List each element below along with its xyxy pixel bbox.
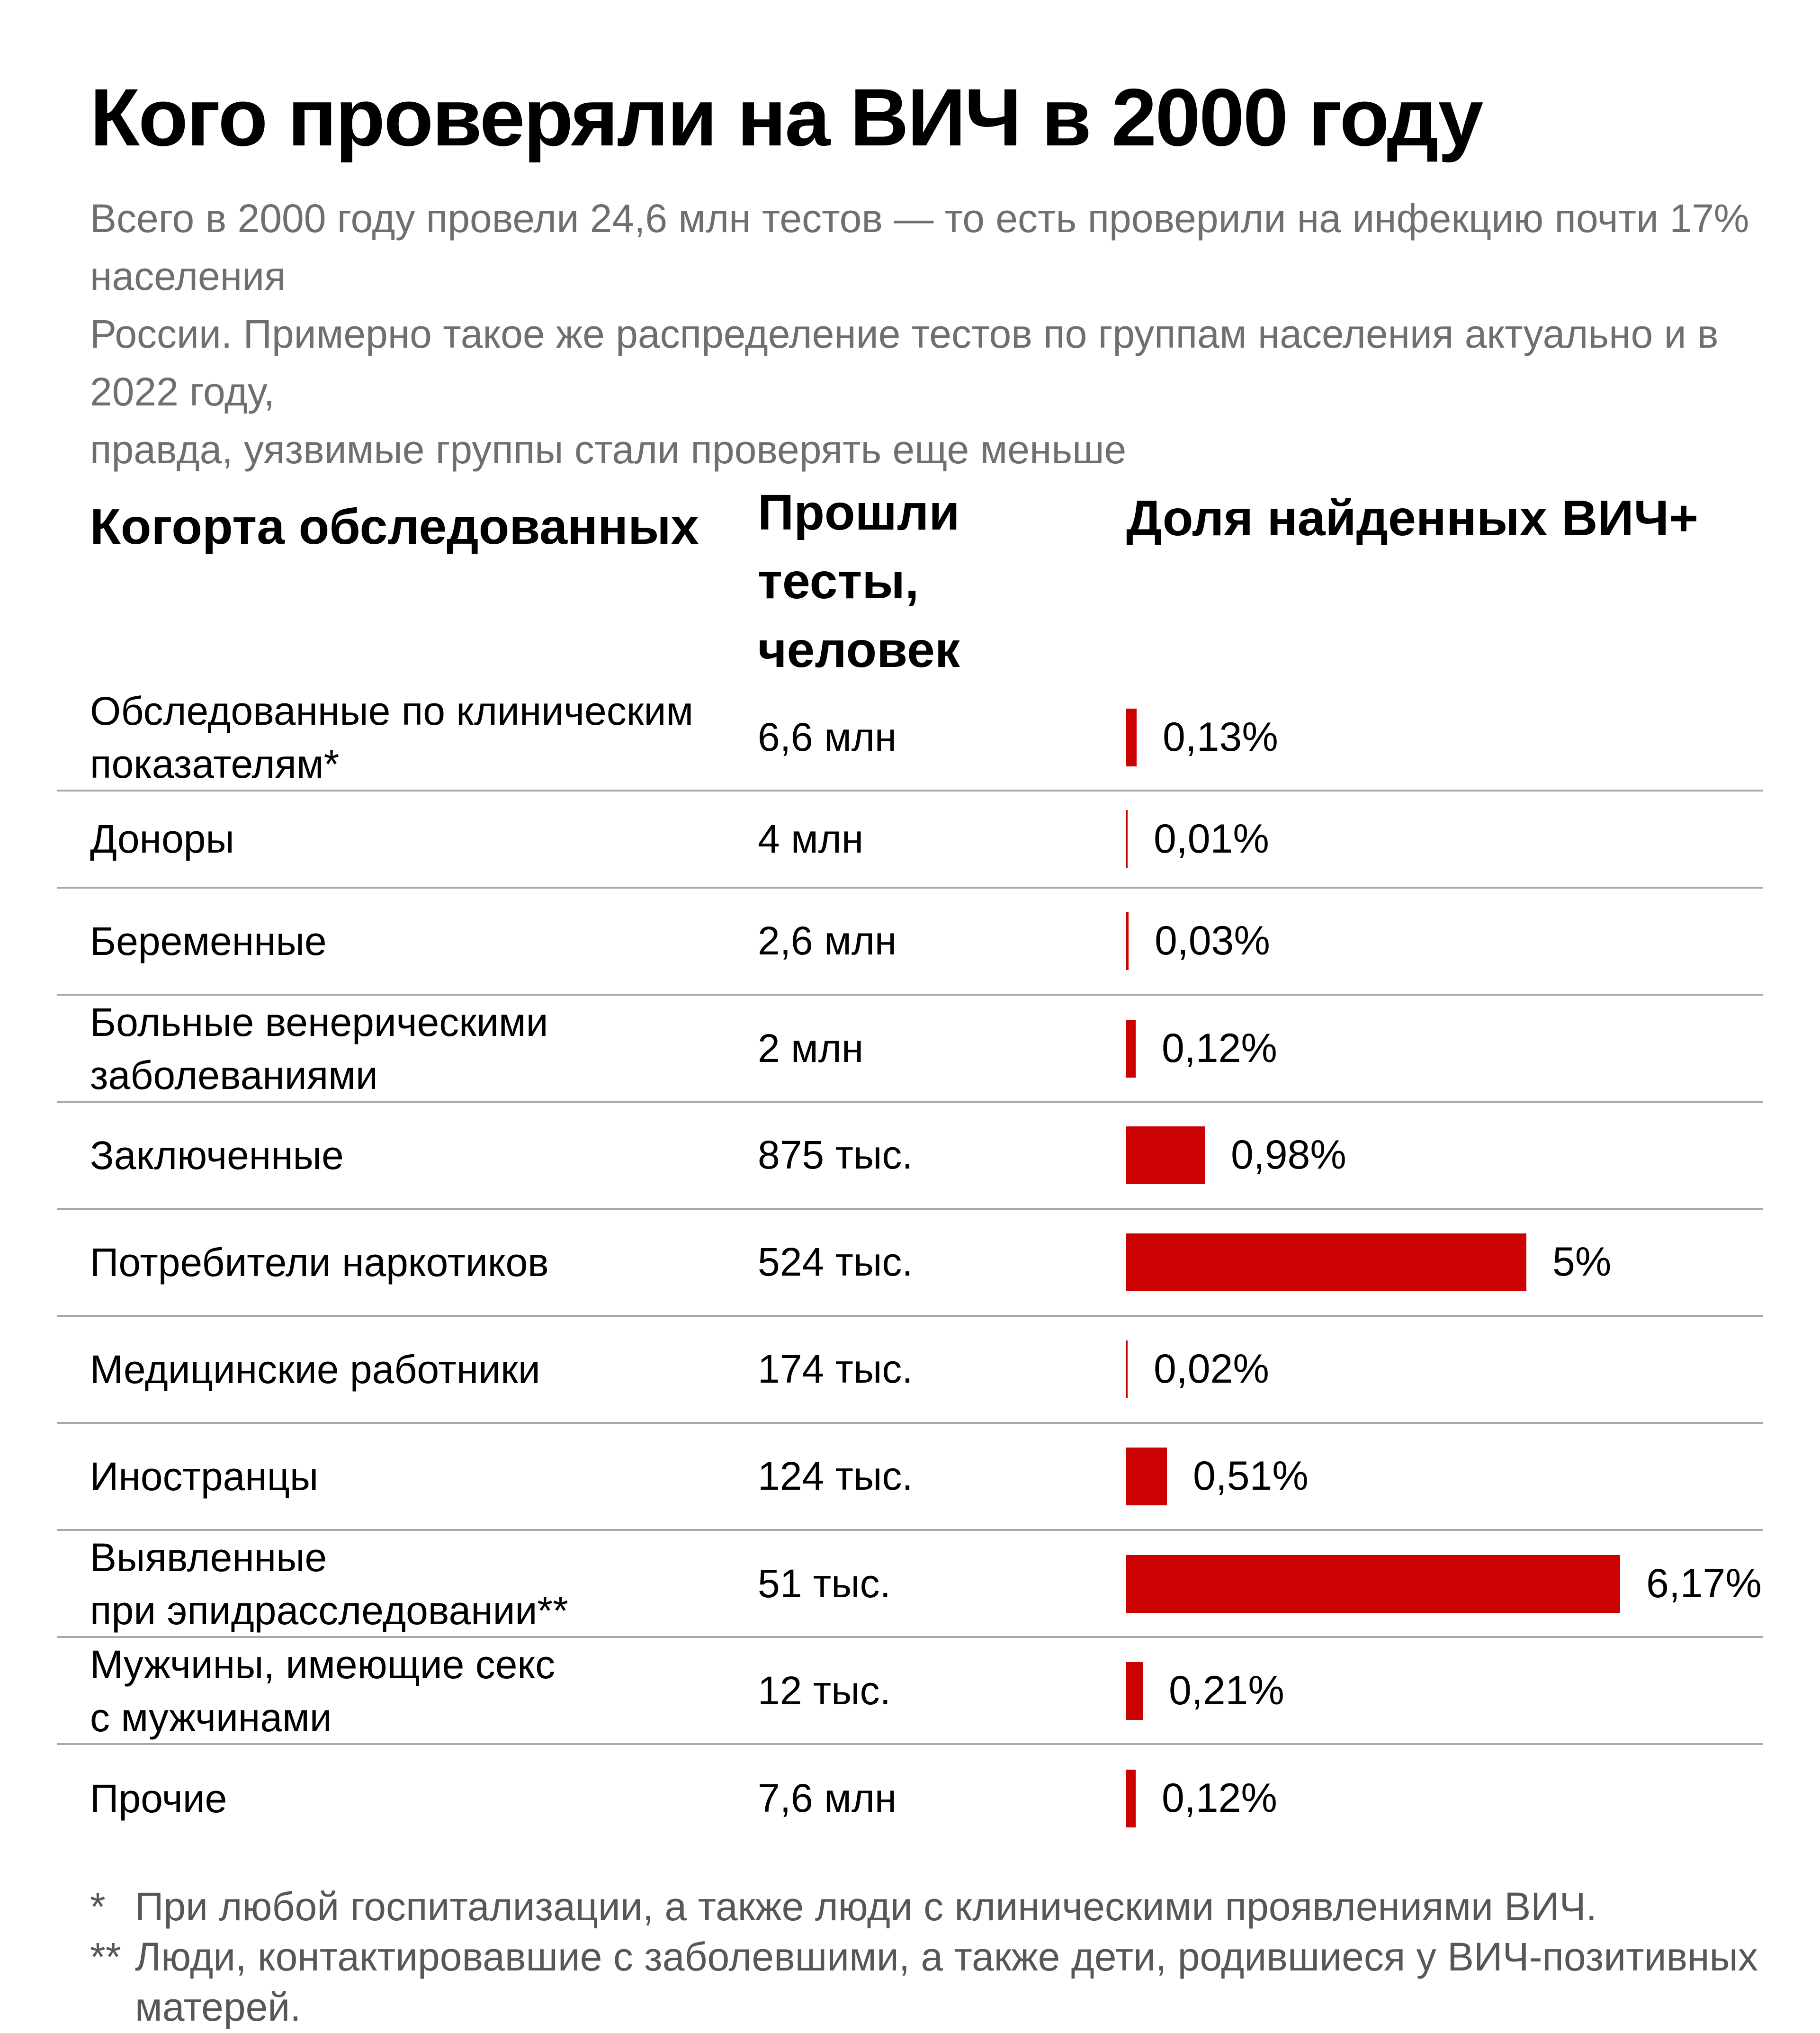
- hiv-share-bar: [1126, 1662, 1143, 1720]
- table-header: Когорта обследованных Прошли тесты, челов…: [90, 478, 1763, 684]
- hiv-share-bar: [1126, 1019, 1136, 1078]
- row-label: Мужчины, имеющие секс с мужчинами: [90, 1642, 556, 1740]
- table-body: Обследованные по клиническим показателям*…: [57, 684, 1763, 1852]
- hiv-share-value: 6,17%: [1646, 1561, 1762, 1607]
- hiv-share-value: 0,13%: [1163, 714, 1278, 760]
- table-row: Доноры 4 млн 0,01%: [57, 792, 1763, 889]
- row-label: Иностранцы: [90, 1454, 319, 1499]
- table-row: Мужчины, имеющие секс с мужчинами 12 тыс.…: [57, 1638, 1763, 1745]
- row-bar-cell: 0,13%: [938, 708, 1763, 766]
- row-label: Прочие: [90, 1776, 227, 1821]
- row-tested-count: 2 млн: [758, 1026, 864, 1071]
- hiv-share-value: 5%: [1552, 1239, 1612, 1285]
- row-tested-count: 524 тыс.: [758, 1240, 913, 1285]
- footnote-1: * При любой госпитализации, а также люди…: [90, 1881, 1763, 1932]
- table-row: Обследованные по клиническим показателям*…: [57, 684, 1763, 792]
- hiv-share-bar: [1126, 1233, 1526, 1291]
- hiv-share-bar: [1126, 810, 1128, 868]
- hiv-share-value: 0,51%: [1193, 1453, 1309, 1499]
- row-label: Медицинские работники: [90, 1347, 540, 1392]
- table-row: Больные венерическими заболеваниями 2 млн…: [57, 996, 1763, 1103]
- header-cohort: Когорта обследованных: [90, 498, 699, 555]
- hiv-share-value: 0,21%: [1169, 1668, 1284, 1714]
- table-row: Беременные 2,6 млн 0,03%: [57, 889, 1763, 996]
- hiv-share-bar: [1126, 912, 1129, 970]
- footnote-2-text: Люди, контактировавшие с заболевшими, а …: [135, 1934, 1758, 2029]
- hiv-share-bar: [1126, 1126, 1205, 1184]
- table-row: Медицинские работники 174 тыс. 0,02%: [57, 1317, 1763, 1424]
- row-label: Потребители наркотиков: [90, 1240, 549, 1285]
- row-label: Обследованные по клиническим показателям*: [90, 688, 694, 786]
- row-tested-count: 51 тыс.: [758, 1561, 891, 1606]
- row-tested-count: 174 тыс.: [758, 1347, 913, 1392]
- row-bar-cell: 0,12%: [938, 1769, 1763, 1827]
- row-tested-count: 12 тыс.: [758, 1668, 891, 1713]
- row-bar-cell: 0,03%: [938, 912, 1763, 970]
- hiv-share-bar: [1126, 1555, 1620, 1613]
- row-bar-cell: 0,01%: [938, 810, 1763, 868]
- table-row: Заключенные 875 тыс. 0,98%: [57, 1103, 1763, 1210]
- footnote-2-marker: **: [90, 1934, 121, 1979]
- header-tested: Прошли тесты, человек: [758, 484, 960, 678]
- row-label: Выявленные при эпидрасследовании**: [90, 1535, 568, 1633]
- hiv-share-value: 0,98%: [1231, 1132, 1346, 1178]
- row-tested-count: 2,6 млн: [758, 918, 897, 963]
- table-row: Иностранцы 124 тыс. 0,51%: [57, 1424, 1763, 1531]
- table-row: Прочие 7,6 млн 0,12%: [57, 1745, 1763, 1852]
- row-label: Беременные: [90, 918, 327, 963]
- row-bar-cell: 0,98%: [938, 1126, 1763, 1184]
- footnotes: * При любой госпитализации, а также люди…: [90, 1881, 1763, 2032]
- row-bar-cell: 6,17%: [938, 1555, 1763, 1613]
- row-label: Доноры: [90, 817, 234, 862]
- row-bar-cell: 0,02%: [938, 1340, 1763, 1398]
- header-hiv-share: Доля найденных ВИЧ+: [1126, 490, 1699, 546]
- row-bar-cell: 0,51%: [938, 1447, 1763, 1505]
- row-bar-cell: 0,21%: [938, 1662, 1763, 1720]
- row-tested-count: 124 тыс.: [758, 1454, 913, 1499]
- row-label: Заключенные: [90, 1133, 344, 1178]
- table-row: Потребители наркотиков 524 тыс. 5%: [57, 1210, 1763, 1317]
- hiv-share-bar: [1126, 1447, 1167, 1505]
- hiv-share-bar: [1126, 1340, 1128, 1398]
- hiv-share-value: 0,12%: [1162, 1775, 1277, 1821]
- footnote-1-text: При любой госпитализации, а также люди с…: [135, 1884, 1597, 1929]
- hiv-share-value: 0,01%: [1154, 816, 1269, 862]
- footnote-2: ** Люди, контактировавшие с заболевшими,…: [90, 1932, 1763, 2032]
- hiv-share-value: 0,12%: [1162, 1025, 1277, 1071]
- row-tested-count: 6,6 млн: [758, 715, 897, 760]
- hiv-share-value: 0,03%: [1155, 918, 1270, 964]
- hiv-share-value: 0,02%: [1154, 1346, 1269, 1392]
- footnote-1-marker: *: [90, 1884, 106, 1929]
- row-tested-count: 875 тыс.: [758, 1133, 913, 1178]
- page-title: Кого проверяли на ВИЧ в 2000 году: [90, 72, 1483, 163]
- row-label: Больные венерическими заболеваниями: [90, 999, 548, 1097]
- row-bar-cell: 0,12%: [938, 1019, 1763, 1078]
- row-tested-count: 4 млн: [758, 816, 864, 861]
- hiv-share-bar: [1126, 1769, 1136, 1827]
- subtitle: Всего в 2000 году провели 24,6 млн тесто…: [90, 189, 1763, 478]
- subtitle-line-2: России. Примерно такое же распределение …: [90, 311, 1719, 414]
- subtitle-line-3: правда, уязвимые группы стали проверять …: [90, 427, 1127, 472]
- row-tested-count: 7,6 млн: [758, 1776, 897, 1821]
- table-row: Выявленные при эпидрасследовании** 51 тыс…: [57, 1531, 1763, 1638]
- row-bar-cell: 5%: [938, 1233, 1763, 1291]
- hiv-share-bar: [1126, 708, 1137, 766]
- subtitle-line-1: Всего в 2000 году провели 24,6 млн тесто…: [90, 196, 1749, 298]
